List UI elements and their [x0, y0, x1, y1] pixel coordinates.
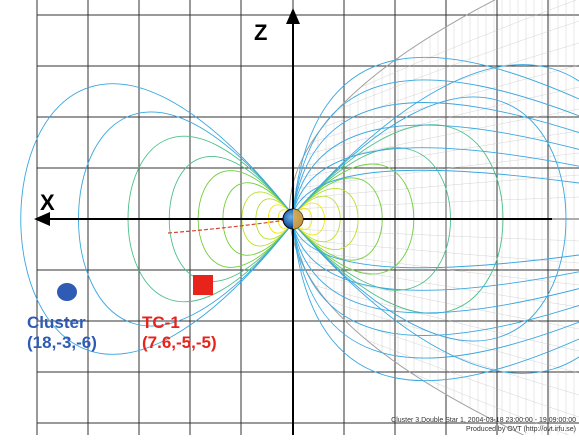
- earth-terminator: [293, 209, 303, 229]
- mesh-curve: [150, 197, 579, 216]
- coordinate-grid: [37, 0, 579, 435]
- tc1-coords: (7.6,-5,-5): [142, 333, 217, 352]
- field-line-tail: [293, 57, 579, 213]
- credit-line-2: Produced by OVT (http://ovt.irfu.se): [466, 426, 576, 433]
- mesh-curve: [150, 21, 579, 192]
- cluster-label: Cluster: [27, 313, 86, 332]
- tc1-marker: [193, 275, 213, 295]
- mesh-curve: [150, 222, 579, 241]
- field-line-tail: [293, 225, 579, 381]
- credit-line-1: Cluster 3,Double Star 1, 2004-03-18 23:0…: [391, 417, 576, 424]
- cluster-coords: (18,-3,-6): [27, 333, 97, 352]
- mesh-curve: [150, 246, 579, 417]
- z-axis-label: Z: [254, 20, 267, 45]
- tc1-label: TC-1: [142, 313, 180, 332]
- x-axis-label: X: [40, 190, 55, 215]
- cluster-marker: [57, 283, 77, 301]
